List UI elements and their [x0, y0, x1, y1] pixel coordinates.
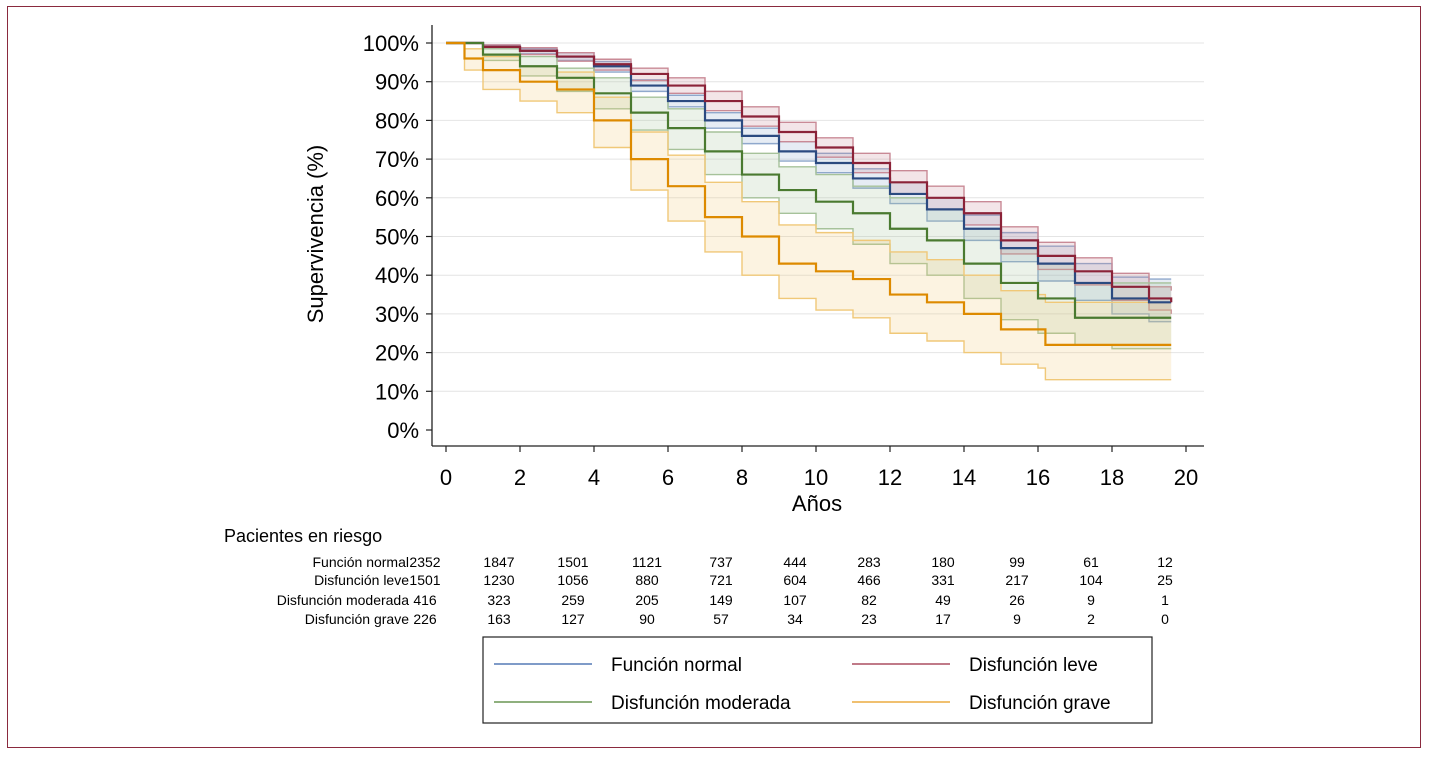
- x-axis-ticks: 0 2 4 6 8 10 12 14 16 18 20: [440, 446, 1198, 490]
- x-tick-label: 4: [588, 465, 600, 490]
- y-tick-label: 70%: [375, 147, 419, 172]
- y-tick-label: 100%: [363, 31, 419, 56]
- figure-frame: [7, 6, 1421, 748]
- disfuncion-moderada-ci-lower: [446, 42, 1172, 350]
- y-tick-label: 90%: [375, 70, 419, 95]
- risk-value: 2: [1087, 611, 1095, 627]
- risk-value: 444: [783, 554, 807, 570]
- risk-value: 259: [561, 592, 585, 608]
- risk-value: 1501: [409, 572, 440, 588]
- risk-value: 127: [561, 611, 585, 627]
- disfuncion-grave-legend-label: Disfunción grave: [969, 693, 1111, 714]
- risk-value: 61: [1083, 554, 1099, 570]
- risk-value: 217: [1005, 572, 1029, 588]
- survival-curves: [446, 41, 1173, 346]
- risk-value: 466: [857, 572, 881, 588]
- risk-value: 1121: [632, 554, 662, 570]
- risk-value: 49: [935, 592, 951, 608]
- risk-value: 57: [713, 611, 729, 627]
- risk-table: Función normal 2352 1847 1501 1121 737 444 283 1…: [277, 554, 1173, 627]
- risk-value: 1847: [483, 554, 514, 570]
- x-tick-label: 12: [878, 465, 902, 490]
- disfuncion-moderada-curve: [446, 41, 1172, 319]
- risk-value: 0: [1161, 611, 1169, 627]
- risk-value: 323: [487, 592, 511, 608]
- risk-value: 880: [635, 572, 659, 588]
- risk-value: 283: [857, 554, 881, 570]
- risk-value: 180: [931, 554, 955, 570]
- disfuncion-grave-curve: [446, 41, 1172, 346]
- y-axis-ticks: 0% 10% 20% 30% 40% 50% 60% 70% 80% 90% 100%: [363, 31, 432, 443]
- risk-value: 1056: [557, 572, 588, 588]
- risk-row-label: Función normal: [313, 554, 410, 570]
- risk-value: 34: [787, 611, 803, 627]
- disfuncion-leve-legend-label: Disfunción leve: [969, 655, 1098, 676]
- risk-value: 331: [931, 572, 955, 588]
- x-tick-label: 20: [1174, 465, 1198, 490]
- risk-value: 12: [1157, 554, 1173, 570]
- risk-value: 205: [635, 592, 659, 608]
- x-tick-label: 8: [736, 465, 748, 490]
- risk-table-title: Pacientes en riesgo: [224, 526, 382, 546]
- y-tick-label: 20%: [375, 341, 419, 366]
- risk-value: 604: [783, 572, 807, 588]
- risk-value: 9: [1087, 592, 1095, 608]
- risk-value: 416: [413, 592, 437, 608]
- disfuncion-moderada-ci-band: [446, 43, 1172, 349]
- risk-value: 107: [783, 592, 807, 608]
- risk-value: 82: [861, 592, 877, 608]
- disfuncion-grave-ci-band: [446, 43, 1172, 380]
- y-tick-label: 10%: [375, 379, 419, 404]
- disfuncion-moderada-legend-label: Disfunción moderada: [611, 693, 791, 714]
- risk-row-label: Disfunción leve: [314, 572, 409, 588]
- disfuncion-leve-curve: [446, 41, 1173, 303]
- risk-value: 1: [1161, 592, 1169, 608]
- y-tick-label: 50%: [375, 225, 419, 250]
- x-tick-label: 18: [1100, 465, 1124, 490]
- risk-value: 226: [413, 611, 437, 627]
- confidence-bands: [446, 42, 1172, 381]
- x-tick-label: 0: [440, 465, 452, 490]
- risk-value: 104: [1079, 572, 1103, 588]
- funcion-normal-ci-band: [446, 43, 1172, 322]
- axes: [431, 25, 1204, 447]
- y-tick-label: 80%: [375, 108, 419, 133]
- y-tick-label: 0%: [387, 418, 419, 443]
- risk-row-label: Disfunción moderada: [277, 592, 410, 608]
- risk-value: 1230: [483, 572, 514, 588]
- x-tick-label: 6: [662, 465, 674, 490]
- risk-row-label: Disfunción grave: [305, 611, 409, 627]
- x-tick-label: 14: [952, 465, 976, 490]
- risk-value: 17: [935, 611, 951, 627]
- x-tick-label: 16: [1026, 465, 1050, 490]
- x-tick-label: 10: [804, 465, 828, 490]
- x-axis-label: Años: [792, 491, 842, 516]
- risk-value: 90: [639, 611, 655, 627]
- risk-value: 9: [1013, 611, 1021, 627]
- legend-box: [482, 636, 1153, 724]
- risk-value: 737: [709, 554, 733, 570]
- legend: Función normal Disfunción leve Disfunción …: [482, 636, 1153, 724]
- risk-value: 149: [709, 592, 733, 608]
- funcion-normal-legend-label: Función normal: [611, 655, 742, 676]
- y-tick-label: 30%: [375, 302, 419, 327]
- risk-value: 1501: [557, 554, 588, 570]
- y-axis-label: Supervivencia (%): [303, 145, 328, 324]
- risk-value: 99: [1009, 554, 1025, 570]
- risk-value: 721: [709, 572, 733, 588]
- y-tick-label: 60%: [375, 186, 419, 211]
- x-tick-label: 2: [514, 465, 526, 490]
- risk-value: 25: [1157, 572, 1173, 588]
- risk-value: 2352: [409, 554, 440, 570]
- risk-value: 23: [861, 611, 877, 627]
- risk-value: 26: [1009, 592, 1025, 608]
- disfuncion-grave-ci-lower: [446, 42, 1172, 381]
- y-tick-label: 40%: [375, 263, 419, 288]
- risk-value: 163: [487, 611, 511, 627]
